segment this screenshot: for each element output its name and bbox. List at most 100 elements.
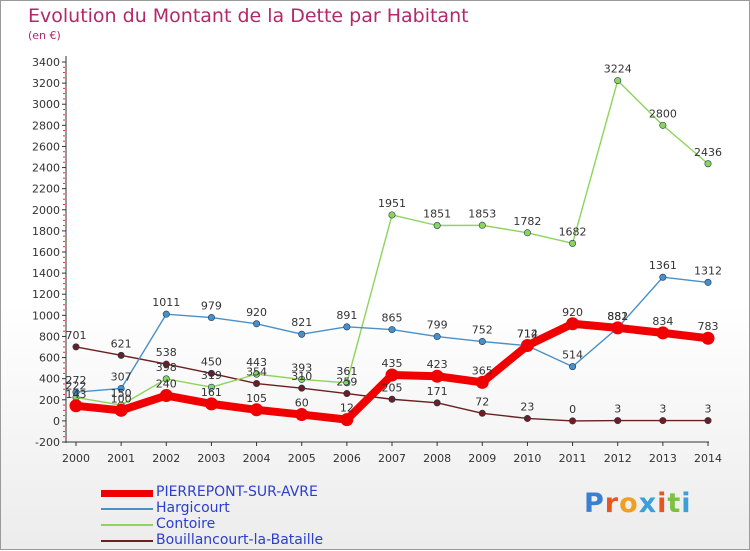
y-tick-label: 1200	[32, 288, 60, 301]
y-tick-label: 1800	[32, 225, 60, 238]
data-point	[253, 320, 261, 328]
logo-letter: i	[657, 488, 668, 519]
data-point	[340, 413, 354, 427]
data-point	[614, 77, 622, 85]
y-tick-label: 800	[39, 330, 60, 343]
x-tick-label: 2013	[649, 452, 677, 465]
data-point	[69, 399, 83, 413]
data-point	[433, 333, 441, 341]
data-point	[611, 321, 625, 335]
data-label: 3	[614, 403, 621, 416]
data-point	[656, 326, 670, 340]
data-point	[704, 160, 712, 168]
data-label: 1951	[378, 197, 406, 210]
y-tick-label: 400	[39, 373, 60, 386]
logo-letter: r	[604, 488, 620, 519]
x-tick-label: 2009	[468, 452, 496, 465]
data-point	[433, 399, 441, 407]
legend-label: Bouillancourt-la-Bataille	[156, 532, 324, 548]
legend-swatch	[101, 524, 153, 526]
x-tick-label: 2001	[107, 452, 135, 465]
x-tick-label: 2000	[62, 452, 90, 465]
y-tick-label: 1600	[32, 246, 60, 259]
data-label: 307	[111, 370, 132, 383]
data-label: 365	[472, 364, 493, 377]
data-label: 272	[66, 374, 87, 387]
y-tick-label: 2600	[32, 140, 60, 153]
data-label: 259	[336, 376, 357, 389]
data-label: 23	[520, 400, 534, 413]
data-label: 3224	[604, 63, 632, 76]
data-label: 882	[607, 310, 628, 323]
data-label: 1011	[152, 296, 180, 309]
x-tick-label: 2008	[423, 452, 451, 465]
data-label: 1312	[694, 264, 722, 277]
data-label: 514	[562, 349, 583, 362]
data-label: 361	[336, 365, 357, 378]
data-label: 319	[201, 369, 222, 382]
data-point	[207, 314, 215, 322]
y-tick-label: 2800	[32, 119, 60, 132]
data-label: 3	[705, 403, 712, 416]
data-label: 435	[382, 357, 403, 370]
data-point	[388, 326, 396, 334]
data-point	[385, 368, 399, 382]
y-tick-label: 600	[39, 352, 60, 365]
x-tick-label: 2006	[333, 452, 361, 465]
data-label: 443	[246, 356, 267, 369]
data-point	[117, 384, 125, 392]
data-label: 799	[427, 319, 448, 332]
data-point	[162, 310, 170, 318]
x-tick-label: 2010	[513, 452, 541, 465]
data-point	[566, 317, 580, 331]
data-point	[343, 390, 351, 398]
data-label: 150	[111, 387, 132, 400]
y-tick-label: 1000	[32, 309, 60, 322]
y-tick-label: 1400	[32, 267, 60, 280]
y-tick-label: 2000	[32, 204, 60, 217]
x-tick-label: 2014	[694, 452, 722, 465]
chart-unit: (en €)	[28, 29, 61, 42]
y-tick-label: 3400	[32, 56, 60, 69]
data-point	[159, 389, 173, 403]
data-point	[343, 323, 351, 331]
data-label: 3	[659, 403, 666, 416]
data-label: 0	[569, 403, 576, 416]
data-label: 450	[201, 355, 222, 368]
data-label: 100	[111, 392, 132, 405]
y-tick-label: 3200	[32, 77, 60, 90]
data-point	[523, 229, 531, 237]
data-label: 920	[562, 306, 583, 319]
x-tick-label: 2003	[197, 452, 225, 465]
data-label: 1782	[513, 215, 541, 228]
data-label: 920	[246, 306, 267, 319]
data-point	[295, 408, 309, 422]
x-tick-label: 2012	[604, 452, 632, 465]
y-tick-label: 0	[53, 415, 60, 428]
data-label: 143	[66, 388, 87, 401]
data-point	[298, 330, 306, 338]
chart-title: Evolution du Montant de la Dette par Hab…	[28, 5, 469, 27]
data-point	[430, 369, 444, 383]
data-label: 538	[156, 346, 177, 359]
data-point	[72, 388, 80, 396]
data-point	[520, 339, 534, 353]
data-point	[117, 351, 125, 359]
data-label: 881	[607, 310, 628, 323]
data-point	[253, 370, 261, 378]
data-label: 12	[340, 402, 354, 415]
data-point	[388, 211, 396, 219]
data-label: 354	[246, 366, 267, 379]
data-label: 979	[201, 300, 222, 313]
data-label: 2436	[694, 146, 722, 159]
data-label: 701	[66, 329, 87, 342]
data-label: 1361	[649, 259, 677, 272]
data-label: 72	[475, 395, 489, 408]
data-point	[72, 343, 80, 351]
data-point	[704, 278, 712, 286]
data-point	[704, 417, 712, 425]
data-label: 714	[517, 328, 538, 341]
x-tick-label: 2002	[152, 452, 180, 465]
data-label: 834	[652, 315, 673, 328]
